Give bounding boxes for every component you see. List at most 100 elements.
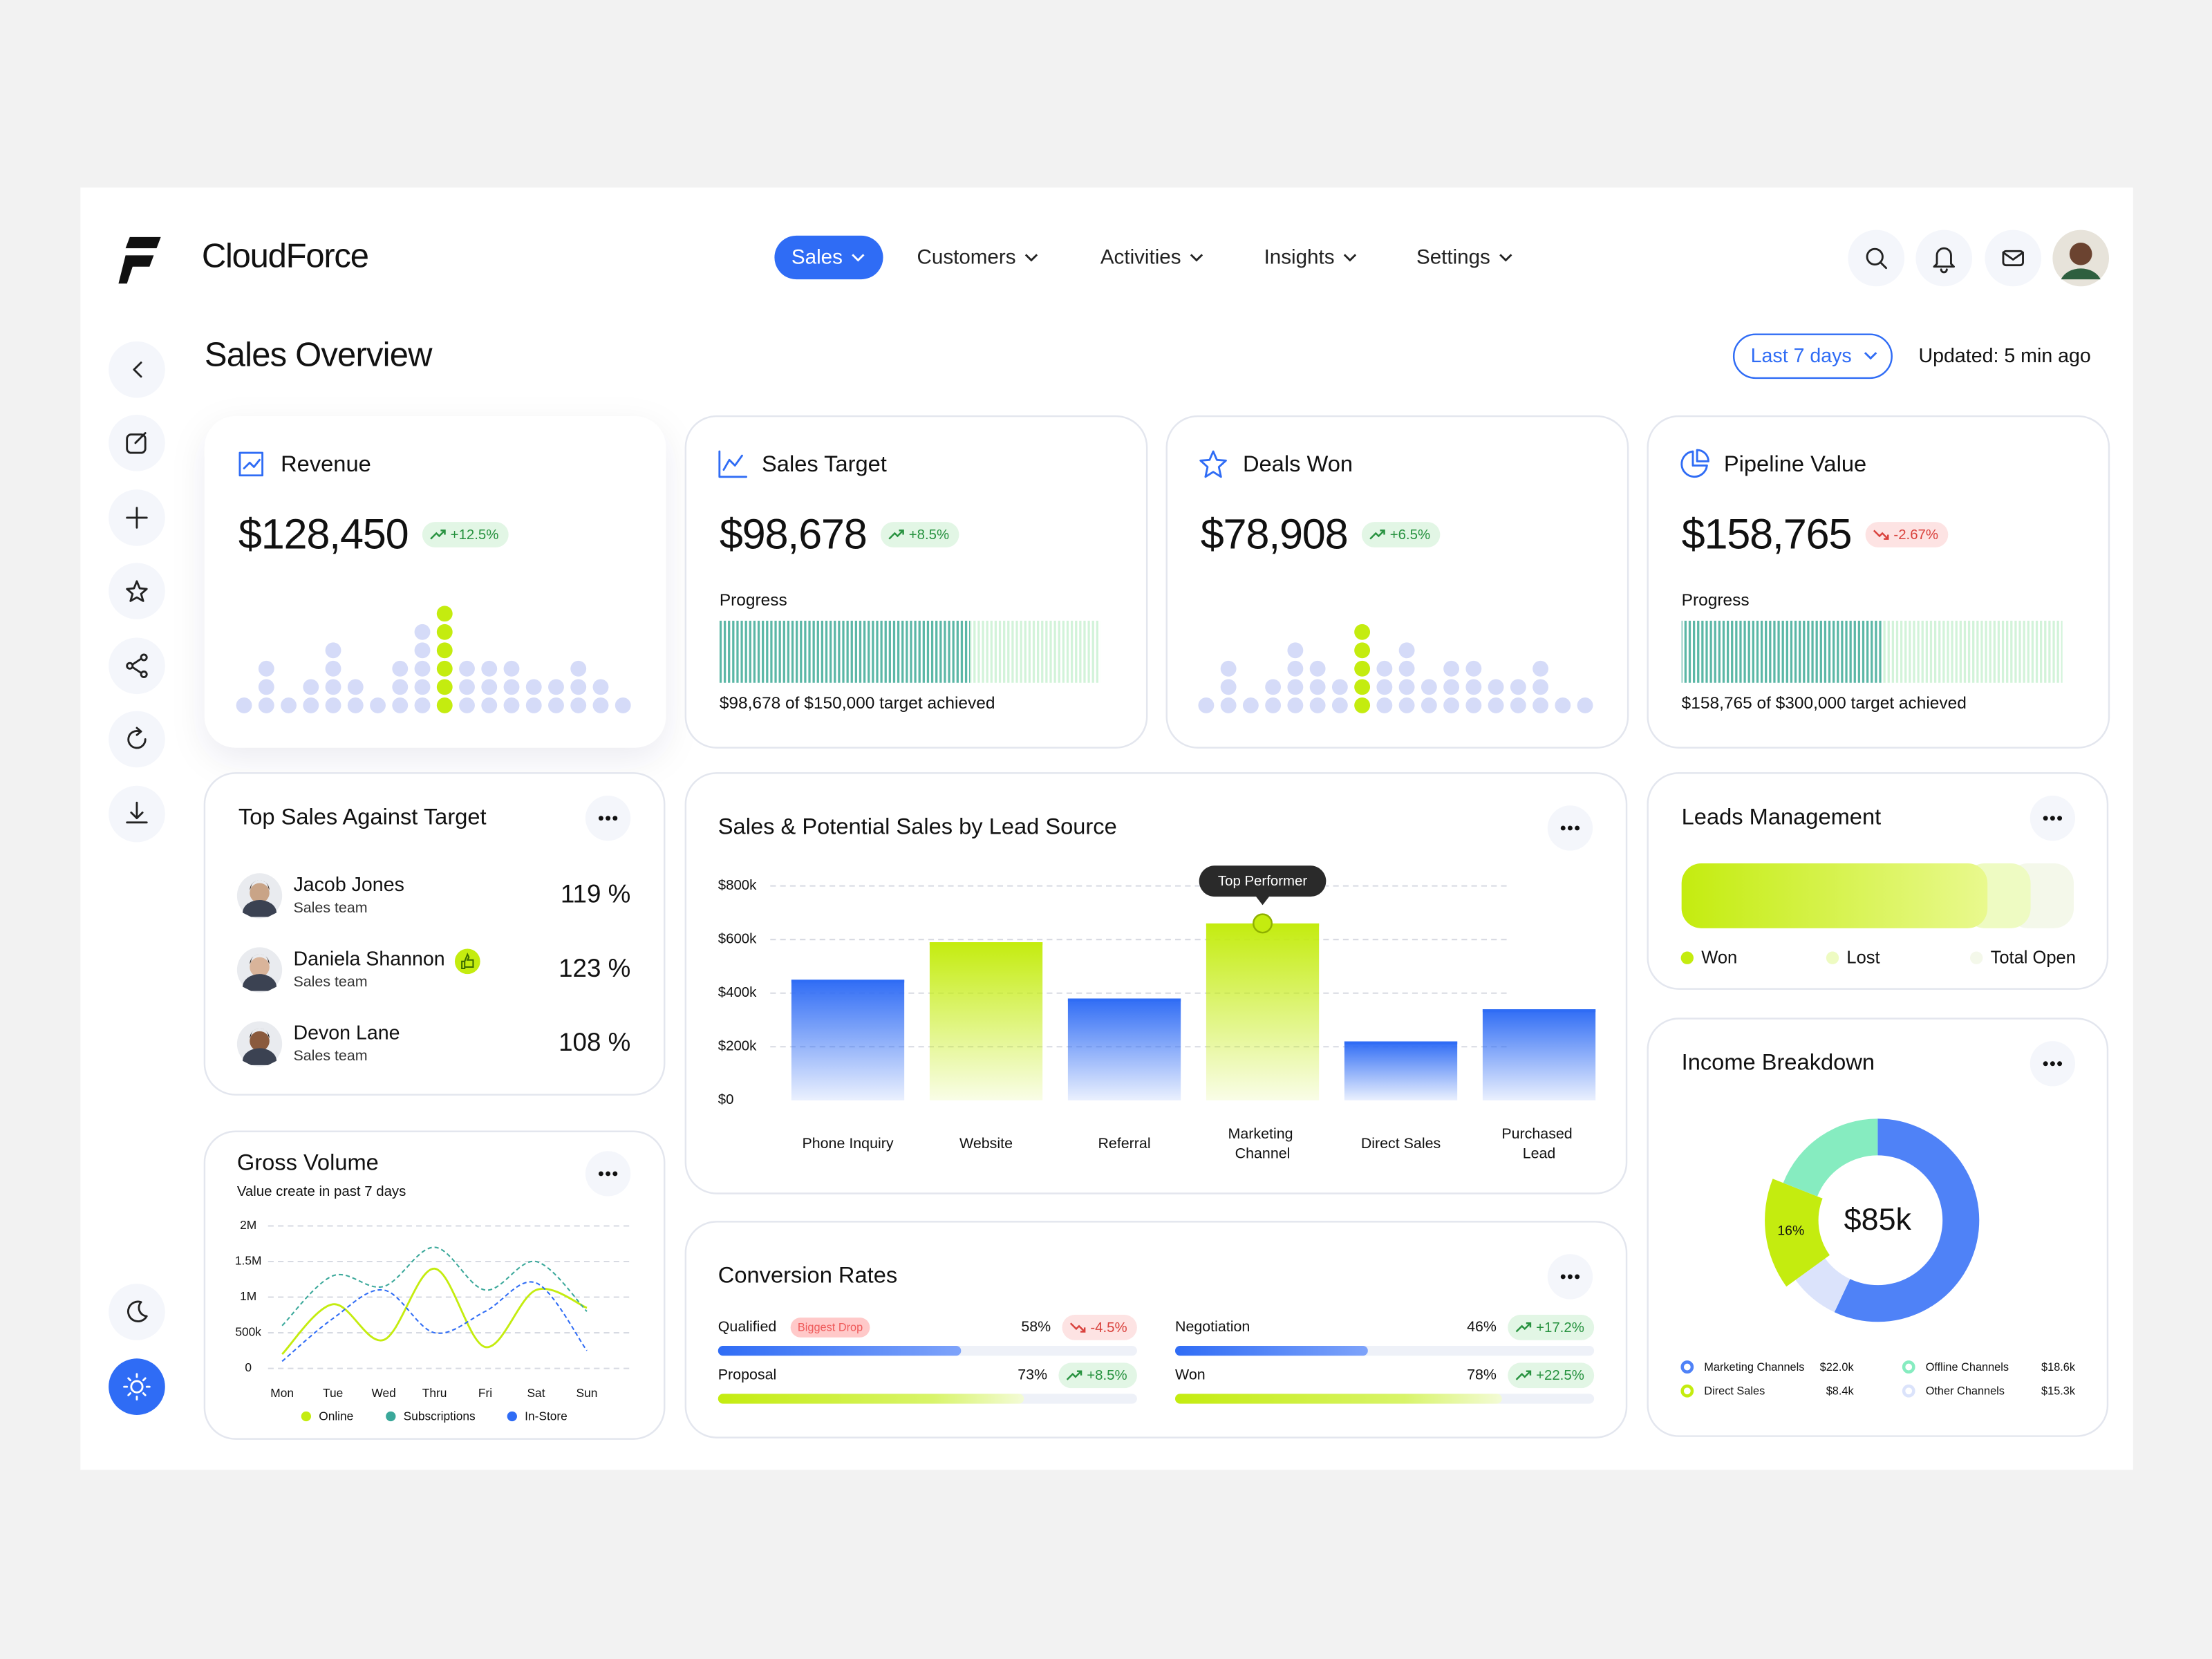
dot [548,679,564,695]
dot-column [1309,660,1326,713]
dot [1398,642,1415,659]
dot-column [1376,660,1393,713]
light-mode-button[interactable] [109,1358,165,1415]
favorites-button[interactable] [109,563,165,619]
nav-item[interactable]: Sales [774,235,883,280]
dot [525,697,542,713]
search-button[interactable] [1848,229,1905,287]
menu-dot [606,816,611,821]
edit-button[interactable] [109,415,165,471]
dot [481,697,498,713]
dot [303,679,319,695]
dot [325,697,341,713]
dot [1265,697,1282,713]
dot-column [1331,679,1348,713]
notifications-button[interactable] [1915,229,1973,287]
collapse-button[interactable] [109,341,165,398]
tooltip-bg [1199,865,1327,897]
dot [414,660,431,677]
menu-dot [612,1171,618,1177]
dot [1265,679,1282,695]
nav-item[interactable]: Activities [1100,245,1203,268]
conversion-label: Won [1175,1366,1206,1382]
legend-label: Direct Sales [1704,1385,1765,1398]
legend-amount: $8.4k [1826,1385,1855,1398]
bar-cap [1482,1009,1596,1013]
dot-column [1533,660,1548,713]
bar-cap [929,942,1043,946]
add-button[interactable] [109,489,165,546]
donut-segment [1765,1179,1830,1287]
dot [1376,679,1393,695]
more-menu-button[interactable] [2030,796,2076,841]
conversion-bar [718,1394,1024,1404]
trend-arrow [1515,1322,1532,1333]
dot [1354,679,1371,695]
legend-swatch [1902,1384,1915,1398]
nav-label: Activities [1100,245,1181,268]
chart-title: Sales & Potential Sales by Lead Source [718,814,1117,839]
dot [570,679,587,695]
refresh-button[interactable] [109,711,165,768]
change-badge: -2.67% [1865,522,1949,547]
dot [1242,697,1259,713]
dot [1376,697,1393,713]
menu-dot [1567,1274,1573,1280]
dot [1555,697,1571,713]
badge-text: +17.2% [1536,1320,1584,1335]
conversion-bar [1175,1394,1502,1404]
badge-bg [880,522,959,547]
dot [1331,679,1348,695]
dot [1421,697,1437,713]
download-button[interactable] [109,785,165,843]
dot [1220,660,1237,677]
dot [436,660,453,677]
more-menu-button[interactable] [585,796,631,841]
progress-remaining [970,620,1100,683]
legend-label: In-Store [525,1409,568,1423]
conversion-label: Qualified [718,1318,777,1335]
more-menu-button[interactable] [585,1151,631,1197]
nav-chevron [1499,254,1512,262]
dot [459,660,475,677]
dot [1421,679,1437,695]
person-team: Sales team [293,1047,367,1064]
nav-item[interactable]: Insights [1264,245,1357,268]
x-tick-label: Sat [527,1386,545,1400]
card-title: Conversion Rates [718,1262,897,1288]
badge-text: +8.5% [909,527,949,543]
date-range-button[interactable]: Last 7 days [1732,333,1893,379]
dot [1354,697,1371,713]
nav-item[interactable]: Customers [917,245,1038,268]
more-menu-button[interactable] [2030,1041,2076,1087]
kpi-title: Sales Target [762,451,887,476]
top-badge [454,948,480,975]
more-menu-button[interactable] [1547,805,1593,851]
dot [503,679,520,695]
messages-button[interactable] [1985,229,2042,287]
menu-dot [2050,816,2055,821]
nav-label: Customers [917,245,1016,268]
user-avatar[interactable] [2052,229,2110,287]
dot [1287,642,1304,659]
legend-swatch [1680,1360,1694,1374]
legend-label: Subscriptions [404,1409,476,1423]
dot-column [481,660,498,713]
conversion-value: 58% [1021,1318,1051,1335]
more-menu-button[interactable] [1547,1254,1593,1300]
dark-mode-button[interactable] [109,1284,165,1340]
updated-status: Updated: 5 min ago [1919,345,2091,367]
dot [414,642,431,659]
person-score: 123 % [559,954,630,982]
dot-column [1398,642,1415,713]
nav-item[interactable]: Settings [1416,245,1512,268]
share-button[interactable] [109,637,165,695]
x-tick-label: Sun [577,1386,598,1400]
dot [1465,679,1482,695]
top-badge-icon [461,953,474,970]
card [203,772,666,1096]
bar-cap [791,980,905,983]
nav-chevron [1190,254,1203,262]
dot [325,679,341,695]
dot-column [1577,697,1593,713]
